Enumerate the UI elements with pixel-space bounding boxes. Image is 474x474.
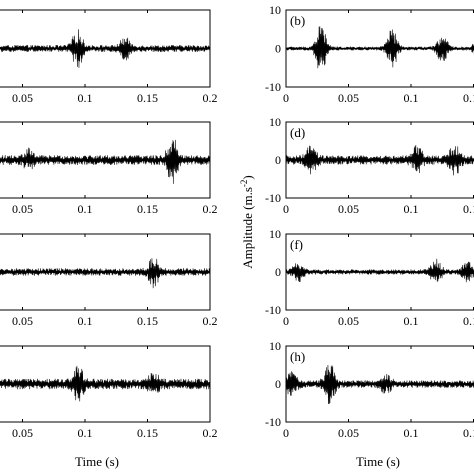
x-tick-label: 0 — [283, 91, 289, 105]
signal-trace — [0, 365, 211, 402]
y-axis-label-suffix: ) — [240, 175, 255, 179]
x-tick-label: 0.1 — [78, 314, 93, 328]
panel-d: 00.050.10.150.2100-10(d) — [265, 115, 474, 216]
panel-c: 0.050.10.150.2(c) — [0, 121, 218, 216]
x-tick-label: 0.2 — [203, 426, 218, 440]
y-tick-label: 0 — [275, 42, 281, 56]
y-tick-label: 0 — [275, 377, 281, 391]
y-tick-label: 10 — [269, 115, 281, 129]
x-tick-label: 0.15 — [463, 314, 474, 328]
panel-g: 0.050.10.150.2(g) — [0, 345, 218, 440]
x-tick-label: 0.15 — [137, 202, 158, 216]
panel-b: 00.050.10.150.2100-10(b) — [265, 3, 474, 105]
signal-trace — [285, 364, 474, 405]
y-axis-label-superscript: -2 — [239, 180, 249, 188]
x-tick-label: 0.05 — [12, 202, 33, 216]
signal-trace — [0, 258, 211, 289]
x-tick-label: 0 — [283, 426, 289, 440]
x-tick-label: 0.05 — [338, 202, 359, 216]
y-tick-label: -10 — [265, 415, 281, 429]
x-tick-label: 0.1 — [404, 426, 419, 440]
x-tick-label: 0.15 — [463, 426, 474, 440]
y-axis-label-main: Amplitude (m.s — [240, 187, 255, 269]
x-tick-label: 0.2 — [203, 314, 218, 328]
y-tick-label: 10 — [269, 339, 281, 353]
signal-trace — [285, 258, 474, 283]
x-tick-label: 0.05 — [338, 426, 359, 440]
x-tick-label: 0.05 — [12, 314, 33, 328]
panel-label: (h) — [290, 349, 305, 364]
y-axis-label: Amplitude (m.s-2) — [239, 175, 255, 268]
panel-label: (d) — [290, 125, 305, 140]
x-axis-label-right: Time (s) — [356, 454, 400, 469]
x-tick-label: 0.15 — [137, 314, 158, 328]
signal-trace — [285, 26, 474, 69]
signal-trace — [0, 139, 211, 184]
signal-trace — [0, 29, 211, 68]
y-tick-label: 0 — [275, 153, 281, 167]
y-tick-label: -10 — [265, 191, 281, 205]
x-tick-label: 0.1 — [404, 91, 419, 105]
x-tick-label: 0.1 — [78, 426, 93, 440]
x-tick-label: 0.1 — [78, 91, 93, 105]
panel-e: 0.050.10.150.2(e) — [0, 233, 218, 328]
y-tick-label: -10 — [265, 80, 281, 94]
x-tick-label: 0.2 — [203, 91, 218, 105]
panel-f: 00.050.10.150.2100-10(f) — [265, 227, 474, 328]
x-tick-label: 0.15 — [137, 426, 158, 440]
panel-a: 0.050.10.150.2(a) — [0, 9, 218, 105]
x-tick-label: 0.05 — [338, 91, 359, 105]
x-tick-label: 0.1 — [404, 314, 419, 328]
x-tick-label: 0.05 — [12, 426, 33, 440]
x-axis-label-left: Time (s) — [75, 454, 119, 469]
y-tick-label: 0 — [275, 265, 281, 279]
x-tick-label: 0.05 — [338, 314, 359, 328]
x-tick-label: 0.15 — [463, 91, 474, 105]
y-tick-label: -10 — [265, 303, 281, 317]
panel-label: (f) — [290, 237, 303, 252]
x-tick-label: 0 — [283, 314, 289, 328]
panel-label: (b) — [290, 13, 305, 28]
signal-trace — [285, 144, 474, 176]
x-tick-label: 0.1 — [78, 202, 93, 216]
x-tick-label: 0.15 — [137, 91, 158, 105]
panel-h: 00.050.10.150.2100-10(h) — [265, 339, 474, 440]
y-tick-label: 10 — [269, 227, 281, 241]
y-tick-label: 10 — [269, 3, 281, 17]
x-tick-label: 0.15 — [463, 202, 474, 216]
x-tick-label: 0.05 — [12, 91, 33, 105]
panels: 0.050.10.150.2(a)00.050.10.150.2100-10(b… — [0, 3, 474, 440]
x-tick-label: 0.1 — [404, 202, 419, 216]
x-tick-label: 0 — [283, 202, 289, 216]
x-tick-label: 0.2 — [203, 202, 218, 216]
